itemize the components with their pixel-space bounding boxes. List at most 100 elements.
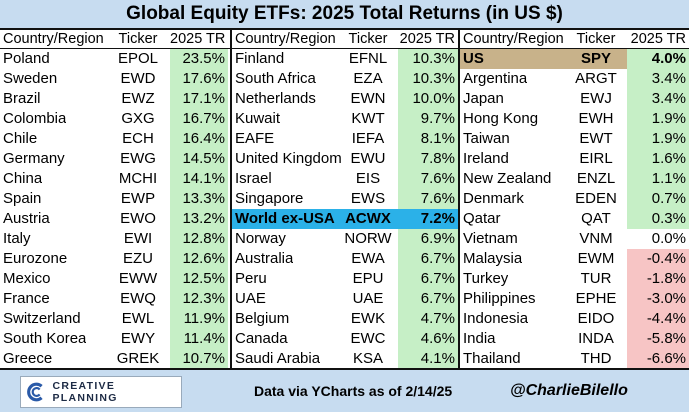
data-source-note: Data via YCharts as of 2/14/25 bbox=[254, 383, 453, 399]
header-ticker: Ticker bbox=[348, 31, 388, 47]
return-value: 1.9% bbox=[627, 109, 689, 129]
return-value: 1.6% bbox=[627, 149, 689, 169]
ticker-symbol: IEFA bbox=[351, 130, 385, 147]
table-row: Hong Kong EWH 1.9% bbox=[460, 109, 689, 129]
return-value: -6.6% bbox=[627, 349, 689, 369]
table-row: Argentina ARGT 3.4% bbox=[460, 69, 689, 89]
ticker-symbol: EWC bbox=[350, 330, 386, 347]
returns-table: Country/Region Ticker 2025 TR Poland EPOL 23.… bbox=[0, 30, 689, 369]
table-header-row: Country/Region Ticker 2025 TR bbox=[460, 30, 689, 49]
country-name: Norway bbox=[235, 230, 286, 247]
return-value: 17.6% bbox=[170, 69, 228, 89]
ticker-symbol: NORW bbox=[344, 230, 392, 247]
ticker-symbol: EWJ bbox=[580, 90, 612, 107]
return-value: -3.0% bbox=[627, 289, 689, 309]
return-value: 17.1% bbox=[170, 89, 228, 109]
page-title: Global Equity ETFs: 2025 Total Returns (… bbox=[0, 0, 689, 30]
ticker-symbol: ACWX bbox=[345, 210, 391, 227]
return-value: 14.1% bbox=[170, 169, 228, 189]
header-country-region: Country/Region bbox=[235, 31, 336, 47]
country-name: Philippines bbox=[463, 290, 536, 307]
table-row: World ex-USA ACWX 7.2% bbox=[232, 209, 458, 229]
return-value: 8.1% bbox=[398, 129, 458, 149]
return-value: 1.1% bbox=[627, 169, 689, 189]
ticker-symbol: KWT bbox=[351, 110, 385, 127]
country-name: Germany bbox=[3, 150, 65, 167]
ticker-symbol: EWK bbox=[350, 310, 386, 327]
country-name: Poland bbox=[3, 50, 50, 67]
table-row: Italy EWI 12.8% bbox=[0, 229, 230, 249]
return-value: 7.6% bbox=[398, 169, 458, 189]
ticker-symbol: QAT bbox=[581, 210, 611, 227]
return-value: 10.3% bbox=[398, 49, 458, 69]
ticker-symbol: EWI bbox=[123, 230, 153, 247]
table-row: US SPY 4.0% bbox=[460, 49, 689, 69]
ticker-symbol: KSA bbox=[352, 350, 383, 367]
author-handle: @CharlieBilello bbox=[510, 382, 628, 399]
ticker-symbol: EWD bbox=[120, 70, 156, 87]
country-name: Ireland bbox=[463, 150, 509, 167]
country-name: Denmark bbox=[463, 190, 524, 207]
ticker-symbol: SPY bbox=[563, 49, 629, 69]
table-row: South Korea EWY 11.4% bbox=[0, 329, 230, 349]
ticker-symbol: EWU bbox=[350, 150, 386, 167]
country-name: Canada bbox=[235, 330, 288, 347]
return-value: 0.7% bbox=[627, 189, 689, 209]
ticker-symbol: UAE bbox=[352, 290, 384, 307]
return-value: 0.3% bbox=[627, 209, 689, 229]
table-row: Japan EWJ 3.4% bbox=[460, 89, 689, 109]
country-name: Austria bbox=[3, 210, 50, 227]
return-value: 12.6% bbox=[170, 249, 228, 269]
table-row: Malaysia EWM -0.4% bbox=[460, 249, 689, 269]
return-value: 1.9% bbox=[627, 129, 689, 149]
table-row: China MCHI 14.1% bbox=[0, 169, 230, 189]
country-name: Italy bbox=[3, 230, 31, 247]
table-row: Poland EPOL 23.5% bbox=[0, 49, 230, 69]
return-value: -5.8% bbox=[627, 329, 689, 349]
country-name: Kuwait bbox=[235, 110, 281, 127]
header-country-region: Country/Region bbox=[463, 31, 564, 47]
country-name: Singapore bbox=[235, 190, 304, 207]
ticker-symbol: EWN bbox=[350, 90, 386, 107]
country-name: UAE bbox=[235, 290, 266, 307]
return-value: 10.3% bbox=[398, 69, 458, 89]
country-name: Spain bbox=[3, 190, 42, 207]
table-row: Belgium EWK 4.7% bbox=[232, 309, 458, 329]
table-row: Vietnam VNM 0.0% bbox=[460, 229, 689, 249]
ticker-symbol: EWO bbox=[120, 210, 156, 227]
table-column-1: Country/Region Ticker 2025 TR Poland EPOL 23.… bbox=[0, 30, 230, 369]
table-row: Austria EWO 13.2% bbox=[0, 209, 230, 229]
return-value: 7.6% bbox=[398, 189, 458, 209]
country-name: Greece bbox=[3, 350, 53, 367]
table-row: Ireland EIRL 1.6% bbox=[460, 149, 689, 169]
table-row: France EWQ 12.3% bbox=[0, 289, 230, 309]
table-row: Mexico EWW 12.5% bbox=[0, 269, 230, 289]
table-row: Canada EWC 4.6% bbox=[232, 329, 458, 349]
ticker-symbol: EWY bbox=[120, 330, 156, 347]
ticker-symbol: EPOL bbox=[117, 50, 159, 67]
country-name: Chile bbox=[3, 130, 38, 147]
ticker-symbol: MCHI bbox=[118, 170, 158, 187]
return-value: 9.7% bbox=[398, 109, 458, 129]
return-value: 6.9% bbox=[398, 229, 458, 249]
ticker-symbol: TUR bbox=[580, 270, 612, 287]
country-name: France bbox=[3, 290, 50, 307]
ticker-symbol: EWQ bbox=[120, 290, 156, 307]
creative-planning-logo-icon bbox=[27, 382, 43, 402]
table-row: Chile ECH 16.4% bbox=[0, 129, 230, 149]
logo-text: CREATIVE PLANNING bbox=[52, 380, 118, 404]
table-row: United Kingdom EWU 7.8% bbox=[232, 149, 458, 169]
return-value: 4.6% bbox=[398, 329, 458, 349]
return-value: 10.0% bbox=[398, 89, 458, 109]
ticker-symbol: EWH bbox=[578, 110, 614, 127]
country-name: US bbox=[460, 49, 563, 69]
country-name: Mexico bbox=[3, 270, 51, 287]
table-row: Turkey TUR -1.8% bbox=[460, 269, 689, 289]
country-name: Eurozone bbox=[3, 250, 68, 267]
header-2025-tr: 2025 TR bbox=[170, 31, 226, 47]
header-2025-tr: 2025 TR bbox=[399, 31, 455, 47]
table-row: EAFE IEFA 8.1% bbox=[232, 129, 458, 149]
country-name: Vietnam bbox=[463, 230, 518, 247]
table-row: Colombia GXG 16.7% bbox=[0, 109, 230, 129]
